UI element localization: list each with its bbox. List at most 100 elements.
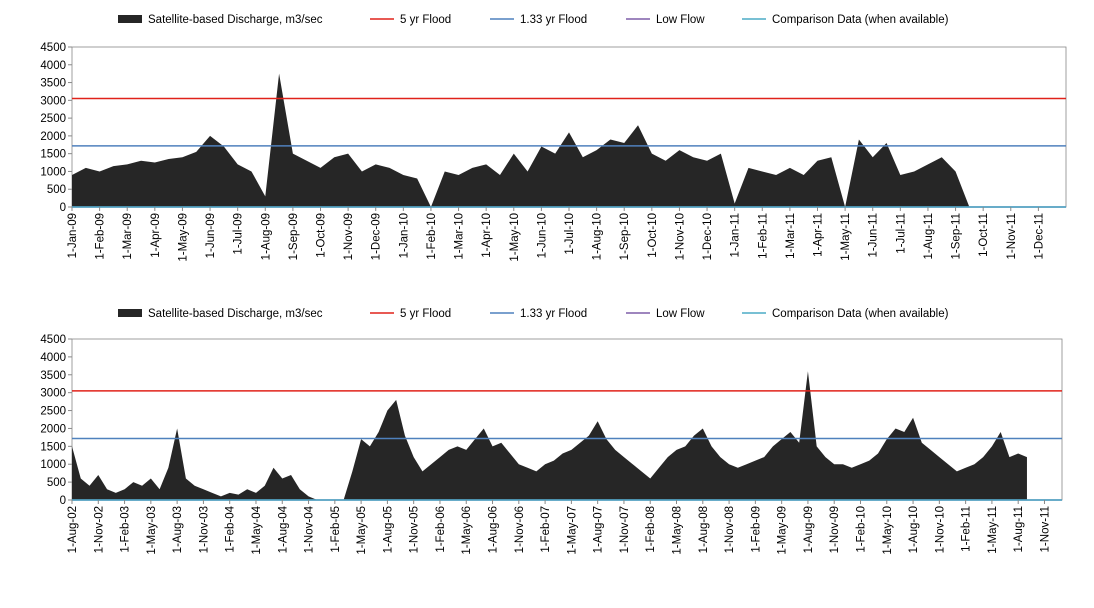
x-tick-label: 1-Aug-08 [698,506,710,553]
y-tick-label: 3000 [40,388,66,400]
y-tick-label: 1500 [40,149,66,161]
x-tick-label: 1-Sep-10 [619,213,631,260]
y-tick-label: 500 [47,477,66,489]
x-tick-label: 1-Feb-11 [757,213,769,259]
legend-label: 1.33 yr Flood [520,14,587,26]
x-tick-label: 1-Feb-11 [961,506,973,552]
x-tick-label: 1-Nov-06 [514,506,526,553]
x-tick-label: 1-Jun-09 [205,213,217,258]
x-tick-label: 1-Aug-06 [488,506,500,553]
x-tick-label: 1-May-10 [509,213,521,262]
x-tick-label: 1-Nov-10 [934,506,946,553]
x-tick-label: 1-Dec-10 [702,213,714,260]
legend-swatch [118,309,142,317]
x-tick-label: 1-Aug-05 [382,506,394,553]
x-tick-label: 1-Sep-11 [951,213,963,259]
x-tick-label: 1-Apr-11 [813,213,825,257]
x-tick-label: 1-Nov-02 [93,506,105,553]
legend-swatch [118,15,142,23]
x-tick-label: 1-Jul-10 [564,213,576,255]
discharge-area [72,73,970,208]
x-tick-label: 1-Dec-11 [1033,213,1045,259]
x-tick-label: 1-May-05 [356,506,368,555]
y-tick-label: 4000 [40,60,66,72]
legend-label: Low Flow [656,14,705,26]
x-tick-label: 1-Feb-10 [855,506,867,553]
x-tick-label: 1-Aug-04 [277,505,289,553]
x-tick-label: 1-Jul-09 [233,213,245,255]
x-tick-label: 1-Feb-08 [645,506,657,553]
legend-label: 5 yr Flood [400,308,451,320]
y-tick-label: 1500 [40,441,66,453]
x-tick-label: 1-Feb-09 [750,506,762,553]
x-tick-label: 1-Nov-08 [724,506,736,553]
y-tick-label: 2500 [40,406,66,418]
legend-label: Satellite-based Discharge, m3/sec [148,308,323,320]
x-tick-label: 1-Oct-11 [978,213,990,257]
x-tick-label: 1-May-04 [251,505,263,554]
x-tick-label: 1-Oct-09 [316,213,328,258]
x-tick-label: 1-May-09 [777,506,789,555]
x-tick-label: 1-Nov-03 [198,506,210,553]
x-tick-label: 1-Feb-06 [435,506,447,553]
x-tick-label: 1-Apr-09 [150,213,162,258]
x-tick-label: 1-Aug-11 [1013,506,1025,552]
x-tick-label: 1-May-08 [672,506,684,555]
legend-label: 5 yr Flood [400,14,451,26]
x-tick-label: 1-May-03 [146,506,158,555]
legend-label: Comparison Data (when available) [772,14,949,26]
x-tick-label: 1-Aug-02 [67,506,79,553]
x-tick-label: 1-Aug-10 [592,213,604,260]
chart: Satellite-based Discharge, m3/sec 5 yr Fl… [40,308,1063,555]
x-tick-label: 1-Jun-10 [536,213,548,258]
x-tick-label: 1-Feb-04 [225,505,237,552]
x-tick-label: 1-May-10 [882,506,894,555]
x-tick-label: 1-Nov-09 [343,213,355,260]
x-tick-label: 1-Dec-09 [371,213,383,260]
x-tick-label: 1-May-09 [177,213,189,262]
x-tick-label: 1-Aug-09 [803,506,815,553]
x-tick-label: 1-Feb-09 [95,213,107,260]
y-tick-label: 4500 [40,42,66,54]
x-tick-label: 1-Aug-07 [593,506,605,553]
y-tick-label: 4000 [40,352,66,364]
x-tick-label: 1-Feb-07 [540,506,552,553]
x-tick-label: 1-Jan-09 [67,213,79,258]
y-tick-label: 1000 [40,166,66,178]
legend-label: Satellite-based Discharge, m3/sec [148,14,323,26]
legend-label: Low Flow [656,308,705,320]
x-tick-label: 1-Feb-05 [330,506,342,553]
x-tick-label: 1-Nov-10 [674,213,686,260]
x-tick-label: 1-Apr-10 [481,213,493,258]
x-tick-label: 1-Aug-09 [260,213,272,260]
x-tick-label: 1-May-11 [840,213,852,261]
x-tick-label: 1-May-06 [461,506,473,555]
x-tick-label: 1-May-11 [987,506,999,554]
x-tick-label: 1-Mar-09 [122,213,134,260]
x-tick-label: 1-Nov-05 [409,506,421,553]
y-tick-label: 2000 [40,423,66,435]
y-tick-label: 3000 [40,95,66,107]
chart: Satellite-based Discharge, m3/sec 5 yr Fl… [40,14,1067,262]
y-tick-label: 3500 [40,370,66,382]
x-tick-label: 1-Jan-10 [398,213,410,258]
x-tick-label: 1-Jun-11 [868,213,880,258]
x-tick-label: 1-Aug-10 [908,506,920,553]
x-tick-label: 1-Aug-11 [923,213,935,259]
x-tick-label: 1-Aug-03 [172,506,184,553]
y-tick-label: 1000 [40,459,66,471]
y-tick-label: 2000 [40,131,66,143]
y-tick-label: 2500 [40,113,66,125]
x-tick-label: 1-Oct-10 [647,213,659,258]
legend-label: Comparison Data (when available) [772,308,949,320]
x-tick-label: 1-Nov-07 [619,506,631,553]
x-tick-label: 1-Jan-11 [730,213,742,258]
x-tick-label: 1-Nov-04 [304,505,316,553]
x-tick-label: 1-Nov-09 [829,506,841,553]
x-tick-label: 1-Jul-11 [895,213,907,254]
x-tick-label: 1-Nov-11 [1039,506,1051,552]
y-tick-label: 500 [47,184,66,196]
x-tick-label: 1-Mar-11 [785,213,797,259]
